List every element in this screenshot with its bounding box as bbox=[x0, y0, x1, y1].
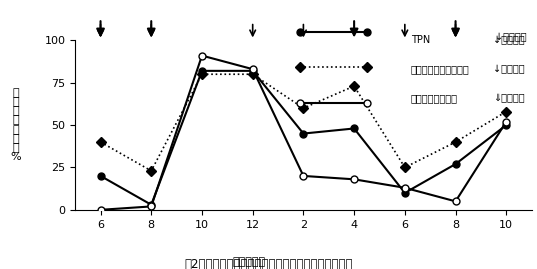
Text: チオファネートメチル: チオファネートメチル bbox=[411, 64, 469, 74]
Text: ⇓：散　布: ⇓：散 布 bbox=[493, 93, 525, 103]
Text: ↓：散　布: ↓：散 布 bbox=[493, 64, 525, 74]
Text: 輪
斑
病
菌
検
出
率
%: 輪 斑 病 菌 検 出 率 % bbox=[11, 88, 21, 162]
Text: 図2　試験茶園の輪斑病潜在菌に対する殺菌剤の影響: 図2 試験茶園の輪斑病潜在菌に対する殺菌剤の影響 bbox=[184, 258, 353, 269]
Text: 銅カスガマイシン: 銅カスガマイシン bbox=[411, 93, 458, 103]
Text: TPN: TPN bbox=[411, 35, 430, 45]
Text: ↓：散　布: ↓：散 布 bbox=[496, 32, 527, 42]
Text: ↓：散　布: ↓：散 布 bbox=[493, 35, 525, 45]
Text: 調　査　月: 調 査 月 bbox=[232, 257, 265, 267]
